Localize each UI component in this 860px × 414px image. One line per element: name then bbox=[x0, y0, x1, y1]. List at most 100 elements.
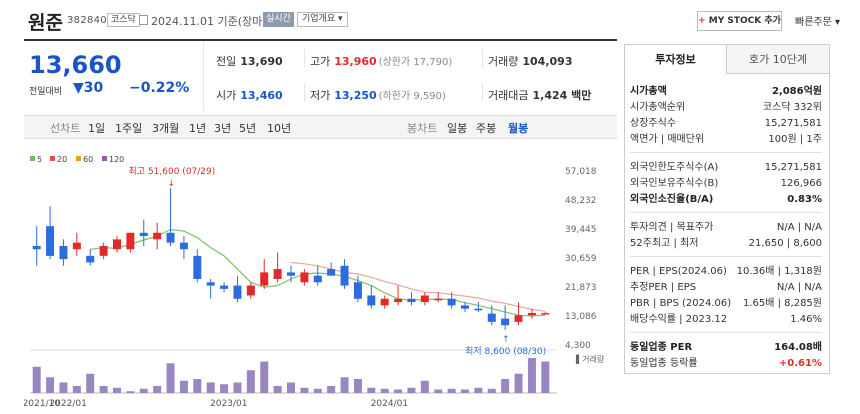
listed-shares-label: 상장주식수 bbox=[630, 118, 676, 129]
face-value-value: 100원 | 1주 bbox=[768, 134, 822, 145]
legend-label: 120 bbox=[109, 155, 124, 164]
tab-daily[interactable]: 일봉 bbox=[447, 122, 468, 135]
quick-order-dropdown[interactable]: 빠른주문 ▾ bbox=[795, 13, 840, 28]
candle-body bbox=[99, 245, 108, 256]
foreign-limit-value: 15,271,581 bbox=[764, 162, 822, 173]
est-per-row: 추정PER | EPS N/A | N/A bbox=[630, 280, 822, 295]
y-tick-label: 30,659 bbox=[565, 254, 597, 264]
foreign-hold-value: 126,966 bbox=[780, 178, 822, 189]
y-tick-label: 39,445 bbox=[565, 225, 597, 235]
candle-body bbox=[380, 298, 389, 306]
legend-label: 5 bbox=[37, 155, 42, 164]
candle-body bbox=[407, 298, 416, 303]
quote-panel: 13,660 전일대비 ▼30 −0.22% 전일 13,690 고가 13,960… bbox=[23, 39, 617, 409]
candle-body bbox=[474, 308, 483, 311]
market-cap-value: 2,086억원 bbox=[771, 86, 822, 97]
realtime-button[interactable]: 실시간 bbox=[263, 12, 294, 27]
candle-body bbox=[139, 232, 148, 237]
x-tick-label: 2022/01 bbox=[49, 399, 86, 409]
upper-limit: (상한가 17,790) bbox=[378, 57, 453, 68]
tab-10year[interactable]: 10년 bbox=[267, 122, 292, 135]
stock-name: 원준 bbox=[28, 12, 63, 34]
candle-body bbox=[514, 315, 523, 322]
tab-1day[interactable]: 1일 bbox=[88, 122, 106, 135]
candle-body bbox=[246, 285, 255, 296]
volume-bar bbox=[461, 389, 469, 393]
tab-3month[interactable]: 3개월 bbox=[152, 122, 180, 135]
current-price: 13,660 bbox=[29, 51, 122, 79]
tab-1week[interactable]: 1주일 bbox=[115, 122, 143, 135]
volume-bar bbox=[206, 382, 215, 393]
tab-weekly[interactable]: 주봉 bbox=[476, 122, 497, 135]
divider bbox=[304, 49, 305, 67]
stock-header: 원준 382840 코스닥 2024.11.01 기준(장마감) 실시간 기업개… bbox=[0, 0, 860, 38]
volume-bar bbox=[139, 388, 148, 393]
tab-3year[interactable]: 3년 bbox=[214, 122, 232, 135]
y-tick-label: 13,086 bbox=[565, 312, 597, 322]
y-tick-label: 48,232 bbox=[565, 196, 597, 206]
volume-bar bbox=[313, 388, 322, 393]
volume-bar bbox=[193, 379, 202, 393]
opinion-value: N/A | N/A bbox=[776, 222, 822, 233]
tab-hoga[interactable]: 호가 10단계 bbox=[726, 44, 830, 74]
stock-code: 382840 bbox=[67, 15, 107, 26]
candle-body bbox=[233, 285, 242, 299]
tab-5year[interactable]: 5년 bbox=[239, 122, 257, 135]
volume-bar bbox=[32, 366, 41, 393]
x-tick-label: 2021/10 bbox=[24, 399, 60, 409]
w52-value: 21,650 | 8,600 bbox=[748, 238, 822, 249]
candle-body bbox=[273, 269, 282, 279]
foreign-limit-row: 외국인한도주식수(A) 15,271,581 bbox=[630, 160, 822, 175]
divider bbox=[482, 49, 483, 67]
y-tick-label: 21,873 bbox=[565, 283, 597, 293]
candle-body bbox=[206, 282, 215, 286]
candle-body bbox=[193, 255, 202, 279]
industry-change-value: +0.61% bbox=[778, 358, 822, 369]
candle-body bbox=[287, 272, 295, 276]
period-tabs: 선차트 1일 1주일 3개월 1년 3년 5년 10년 봉차트 일봉 주봉 월봉 bbox=[24, 115, 617, 139]
volume-bar bbox=[126, 391, 135, 393]
diff-value: ▼30 bbox=[73, 80, 104, 96]
volume-bar bbox=[233, 382, 242, 393]
market-badge: 코스닥 bbox=[107, 13, 140, 27]
x-tick-label: 2023/01 bbox=[210, 399, 247, 409]
market-cap-label: 시가총액 bbox=[630, 86, 667, 97]
prev-close: 전일 13,690 bbox=[216, 53, 283, 69]
legend-swatch bbox=[30, 156, 35, 161]
volume-bar bbox=[527, 358, 536, 393]
tab-1year[interactable]: 1년 bbox=[189, 122, 207, 135]
foreign-hold-row: 외국인보유주식수(B) 126,966 bbox=[630, 176, 822, 191]
open-price: 시가 13,460 bbox=[216, 87, 283, 103]
listed-shares-value: 15,271,581 bbox=[764, 118, 822, 129]
volume-bar bbox=[220, 384, 229, 393]
volume-bar bbox=[246, 370, 255, 393]
est-per-label: 추정PER | EPS bbox=[630, 282, 697, 293]
low-label: 저가 bbox=[310, 89, 331, 102]
open-value: 13,460 bbox=[240, 89, 283, 102]
diff-label: 전일대비 bbox=[29, 87, 63, 97]
candle-body bbox=[179, 242, 188, 250]
low-price: 저가 13,250 (하한가 9,590) bbox=[310, 87, 446, 103]
pbr-value: 1.65배 | 8,285원 bbox=[742, 298, 822, 309]
tab-monthly[interactable]: 월봉 bbox=[508, 122, 529, 135]
volume-bar bbox=[327, 386, 336, 393]
info-panel: 투자정보 호가 10단계 시가총액 2,086억원 시가총액순위 코스닥 332위 … bbox=[624, 44, 830, 374]
base-date: 2024.11.01 기준(장마감) bbox=[151, 15, 277, 28]
tab-invest-info[interactable]: 투자정보 bbox=[624, 44, 727, 74]
low-arrow-icon: ↑ bbox=[502, 335, 510, 345]
candle-body bbox=[220, 285, 229, 289]
candle-body bbox=[487, 313, 496, 322]
foreign-ratio-value: 0.83% bbox=[787, 194, 822, 205]
candle-body bbox=[72, 242, 81, 250]
market-cap-rank-row[interactable]: 시가총액순위 코스닥 332위 bbox=[630, 100, 822, 115]
volume-bar bbox=[501, 379, 510, 393]
per-row: PER | EPS(2024.06) 10.36배 | 1,318원 bbox=[630, 264, 822, 279]
w52-label: 52주최고 | 최저 bbox=[630, 238, 699, 249]
candle-body bbox=[86, 255, 95, 263]
company-overview-dropdown[interactable]: 기업개요 ▾ bbox=[297, 12, 348, 27]
volume-bar bbox=[86, 373, 95, 393]
add-my-stock-button[interactable]: + MY STOCK 추가 bbox=[697, 11, 782, 31]
legend-label: 20 bbox=[57, 155, 67, 164]
calendar-icon bbox=[139, 15, 148, 25]
industry-change-label: 동일업종 등락률 bbox=[630, 358, 698, 369]
